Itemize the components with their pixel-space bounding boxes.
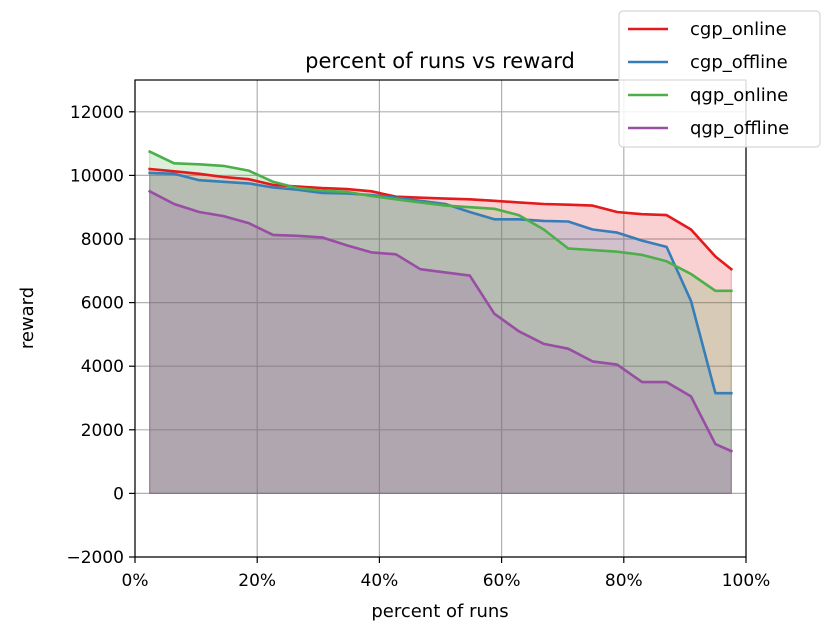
y-tick-label: 6000	[81, 294, 124, 314]
y-tick-label: 12000	[70, 103, 124, 123]
x-tick-label: 60%	[483, 571, 521, 591]
legend-label-qgp-online: qgp_online	[690, 85, 788, 106]
x-tick-label: 0%	[122, 571, 149, 591]
legend-label-cgp-online: cgp_online	[690, 19, 787, 40]
y-tick-label: 4000	[81, 357, 124, 377]
legend-label-qgp-offline: qgp_offline	[690, 118, 789, 139]
legend-label-cgp-offline: cgp_offline	[690, 52, 788, 73]
series-lines	[147, 149, 734, 453]
chart-title: percent of runs vs reward	[305, 49, 575, 73]
y-tick-label: 0	[113, 484, 124, 504]
y-axis-label: reward	[17, 287, 38, 349]
legend-box	[618, 10, 821, 148]
x-axis-label: percent of runs	[371, 601, 508, 622]
y-axis: −2000 0 2000 4000 6000 8000 10000 12000	[66, 103, 135, 568]
series-line-qgp-offline	[147, 189, 734, 453]
grid	[134, 80, 747, 558]
x-tick-label: 20%	[238, 571, 276, 591]
y-tick-label: 10000	[70, 166, 124, 186]
x-axis: 0% 20% 40% 60% 80% 100%	[122, 557, 771, 591]
series-fills	[149, 150, 732, 494]
plot-background	[135, 80, 746, 557]
y-tick-label: −2000	[66, 548, 124, 568]
y-tick-label: 2000	[81, 421, 124, 441]
plot-frame	[134, 79, 747, 558]
legend: cgp_online cgp_offline qgp_online qgp_offli…	[618, 10, 821, 148]
y-tick-label: 8000	[81, 230, 124, 250]
series-line-qgp-online	[147, 149, 733, 293]
x-tick-label: 80%	[605, 571, 643, 591]
x-tick-label: 40%	[361, 571, 399, 591]
series-line-cgp-offline	[148, 171, 733, 395]
series-line-cgp-online	[148, 167, 734, 272]
x-tick-label: 100%	[722, 571, 771, 591]
